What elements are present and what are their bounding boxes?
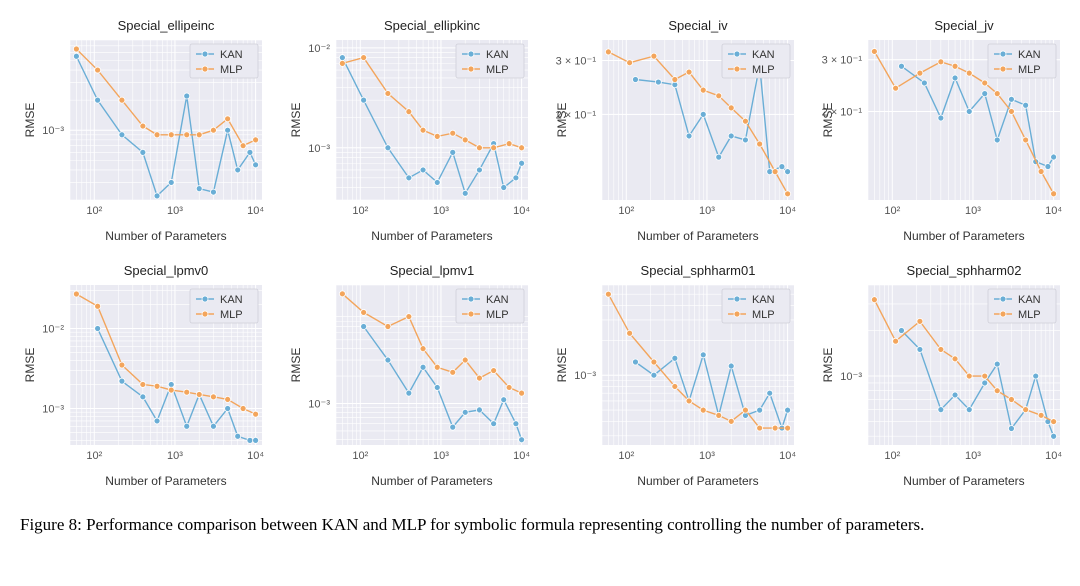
legend: KAN MLP	[722, 289, 790, 323]
svg-text:RMSE: RMSE	[23, 103, 37, 138]
svg-text:10³: 10³	[433, 450, 449, 462]
svg-text:10⁻²: 10⁻²	[308, 43, 330, 55]
chart-panel: 10² 10³ 10⁴ 10⁻³ 10⁻² Special_ellipkinc Number…	[286, 16, 536, 251]
svg-text:Number of Parameters: Number of Parameters	[637, 474, 758, 488]
svg-text:10²: 10²	[618, 450, 634, 462]
svg-text:RMSE: RMSE	[821, 103, 835, 138]
svg-text:Special_lpmv0: Special_lpmv0	[124, 263, 209, 278]
svg-text:Number of Parameters: Number of Parameters	[371, 229, 492, 243]
svg-text:RMSE: RMSE	[555, 103, 569, 138]
svg-text:10⁻³: 10⁻³	[840, 371, 862, 383]
legend: KAN MLP	[456, 44, 524, 78]
chart-panel: 10² 10³ 10⁴ 10⁻³ Special_ellipeinc Number of …	[20, 16, 270, 251]
svg-text:MLP: MLP	[752, 64, 775, 76]
svg-text:KAN: KAN	[486, 49, 509, 61]
svg-text:10⁻³: 10⁻³	[42, 125, 64, 137]
svg-text:RMSE: RMSE	[821, 348, 835, 383]
svg-text:10³: 10³	[433, 205, 449, 217]
chart-panel: 10² 10³ 10⁴ 10⁻³ Special_sphharm02 Number of …	[818, 261, 1068, 496]
svg-text:KAN: KAN	[486, 294, 509, 306]
svg-text:3 × 10⁻¹: 3 × 10⁻¹	[556, 55, 597, 67]
chart-panel: 10²10³10⁴2 × 10⁻¹3 × 10⁻¹Special_jvNumbe…	[818, 16, 1068, 251]
legend: KAN MLP	[190, 44, 258, 78]
svg-text:10⁴: 10⁴	[1045, 450, 1062, 462]
legend: KAN MLP	[456, 289, 524, 323]
svg-text:RMSE: RMSE	[289, 103, 303, 138]
svg-text:10²: 10²	[86, 205, 102, 217]
svg-text:Number of Parameters: Number of Parameters	[903, 474, 1024, 488]
svg-text:10³: 10³	[167, 450, 183, 462]
svg-text:RMSE: RMSE	[23, 348, 37, 383]
svg-text:Special_sphharm01: Special_sphharm01	[641, 263, 756, 278]
svg-text:10²: 10²	[352, 205, 368, 217]
svg-text:3 × 10⁻¹: 3 × 10⁻¹	[822, 55, 863, 67]
svg-text:Number of Parameters: Number of Parameters	[371, 474, 492, 488]
svg-text:Special_ellipkinc: Special_ellipkinc	[384, 18, 481, 33]
svg-text:Special_iv: Special_iv	[668, 18, 728, 33]
svg-text:MLP: MLP	[220, 64, 243, 76]
svg-text:10³: 10³	[167, 205, 183, 217]
svg-text:KAN: KAN	[220, 49, 243, 61]
svg-text:10⁴: 10⁴	[779, 205, 796, 217]
svg-text:KAN: KAN	[220, 294, 243, 306]
svg-text:10⁻³: 10⁻³	[42, 404, 64, 416]
legend: KAN MLP	[988, 289, 1056, 323]
svg-text:Number of Parameters: Number of Parameters	[105, 474, 226, 488]
svg-text:KAN: KAN	[1018, 294, 1041, 306]
svg-text:10⁴: 10⁴	[513, 205, 530, 217]
chart-panel: 10² 10³ 10⁴ 10⁻³ Special_sphharm01 Number of …	[552, 261, 802, 496]
svg-text:Special_ellipeinc: Special_ellipeinc	[118, 18, 215, 33]
svg-text:10⁻³: 10⁻³	[308, 143, 330, 155]
svg-text:10²: 10²	[884, 450, 900, 462]
svg-text:10⁻³: 10⁻³	[308, 398, 330, 410]
svg-text:RMSE: RMSE	[289, 348, 303, 383]
legend: KAN MLP	[722, 44, 790, 78]
svg-text:10⁻³: 10⁻³	[574, 370, 596, 382]
svg-text:10³: 10³	[699, 450, 715, 462]
figure-caption: Figure 8: Performance comparison between…	[20, 514, 1060, 537]
svg-text:10⁴: 10⁴	[513, 450, 530, 462]
svg-text:10³: 10³	[965, 205, 981, 217]
svg-text:MLP: MLP	[486, 64, 509, 76]
svg-text:MLP: MLP	[752, 309, 775, 321]
svg-text:10⁴: 10⁴	[1045, 205, 1062, 217]
svg-text:MLP: MLP	[1018, 309, 1041, 321]
svg-text:Number of Parameters: Number of Parameters	[903, 229, 1024, 243]
svg-text:10⁴: 10⁴	[247, 450, 264, 462]
chart-panel: 10²10³10⁴2 × 10⁻¹3 × 10⁻¹Special_ivNumbe…	[552, 16, 802, 251]
svg-text:Number of Parameters: Number of Parameters	[105, 229, 226, 243]
svg-text:10³: 10³	[965, 450, 981, 462]
svg-text:10⁻²: 10⁻²	[42, 324, 64, 336]
svg-text:Special_jv: Special_jv	[934, 18, 994, 33]
svg-text:10²: 10²	[618, 205, 634, 217]
svg-text:10³: 10³	[699, 205, 715, 217]
svg-text:KAN: KAN	[752, 294, 775, 306]
svg-text:Number of Parameters: Number of Parameters	[637, 229, 758, 243]
svg-text:MLP: MLP	[486, 309, 509, 321]
chart-panel: 10² 10³ 10⁴ 10⁻³ Special_lpmv1 Number of Para…	[286, 261, 536, 496]
legend: KAN MLP	[988, 44, 1056, 78]
chart-panel: 10² 10³ 10⁴ 10⁻³ 10⁻² Special_lpmv0 Number of …	[20, 261, 270, 496]
svg-text:RMSE: RMSE	[555, 348, 569, 383]
svg-text:Special_sphharm02: Special_sphharm02	[907, 263, 1022, 278]
svg-text:10²: 10²	[884, 205, 900, 217]
svg-text:10²: 10²	[352, 450, 368, 462]
svg-text:MLP: MLP	[1018, 64, 1041, 76]
chart-grid: 10² 10³ 10⁴ 10⁻³ Special_ellipeinc Number of …	[20, 16, 1060, 496]
svg-text:KAN: KAN	[1018, 49, 1041, 61]
svg-text:KAN: KAN	[752, 49, 775, 61]
svg-text:10⁴: 10⁴	[247, 205, 264, 217]
svg-text:MLP: MLP	[220, 309, 243, 321]
svg-text:10²: 10²	[86, 450, 102, 462]
legend: KAN MLP	[190, 289, 258, 323]
svg-text:Special_lpmv1: Special_lpmv1	[390, 263, 475, 278]
svg-text:10⁴: 10⁴	[779, 450, 796, 462]
